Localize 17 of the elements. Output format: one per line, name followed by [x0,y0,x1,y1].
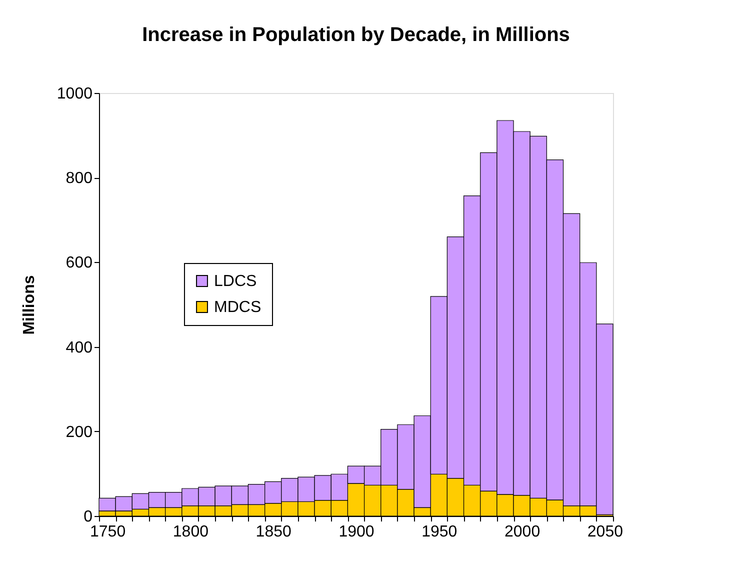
y-axis-title: Millions [20,275,38,335]
y-tick-label: 400 [66,339,93,356]
y-tick-label: 800 [66,170,93,188]
x-tick-label: 1800 [172,524,209,540]
x-tick-label: 1850 [256,524,292,540]
x-tick-label: 2000 [504,524,540,540]
x-tick-label: 2050 [587,524,624,540]
legend-label: LDCS [214,273,257,290]
y-tick-label: 200 [66,424,93,441]
x-tick-label: 1950 [422,524,458,540]
x-tick-label: 1750 [90,524,126,540]
y-tick-label: 1000 [56,86,93,102]
x-tick-label: 1900 [338,524,374,540]
y-tick-label: 600 [66,254,93,272]
chart-title: Increase in Population by Decade, in Millions [142,24,570,46]
y-tick-label: 0 [84,508,93,526]
legend-label: MDCS [214,299,262,316]
